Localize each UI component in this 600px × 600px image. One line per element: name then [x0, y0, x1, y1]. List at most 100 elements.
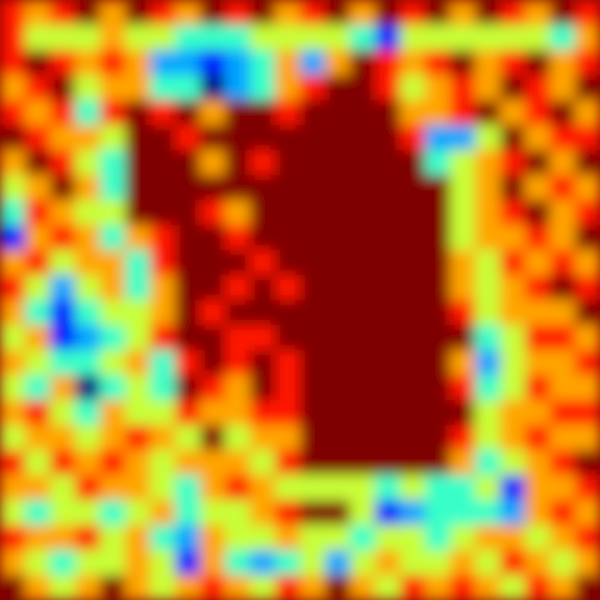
heatmap-cell — [275, 375, 301, 401]
heatmap-cell — [425, 25, 451, 51]
heatmap-cell — [550, 475, 576, 501]
heatmap-cell — [325, 75, 351, 101]
heatmap-cell — [475, 450, 501, 476]
heatmap-cell — [275, 150, 301, 176]
heatmap-cell — [75, 150, 101, 176]
heatmap-cell — [225, 250, 251, 276]
heatmap-cell — [500, 200, 526, 226]
heatmap-cell — [400, 225, 426, 251]
heatmap-cell — [75, 125, 101, 151]
heatmap-cell — [75, 350, 101, 376]
heatmap-cell — [475, 425, 501, 451]
plot-area — [0, 0, 600, 600]
heatmap-cell — [500, 500, 526, 526]
heatmap-cell — [375, 450, 401, 476]
heatmap-cell — [525, 300, 551, 326]
heatmap-cell — [475, 150, 501, 176]
heatmap-cell — [125, 500, 151, 526]
heatmap-cell — [425, 275, 451, 301]
heatmap-cell — [50, 100, 76, 126]
heatmap-cell — [450, 225, 476, 251]
heatmap-cell — [150, 250, 176, 276]
heatmap-cell — [575, 75, 600, 101]
heatmap-cell — [150, 75, 176, 101]
heatmap-cell — [250, 25, 276, 51]
heatmap-cell — [75, 275, 101, 301]
heatmap-cell — [550, 325, 576, 351]
heatmap-cell — [125, 550, 151, 576]
heatmap-cell — [200, 50, 226, 76]
heatmap-cell — [425, 225, 451, 251]
heatmap-cell — [325, 575, 351, 600]
heatmap-cell — [200, 175, 226, 201]
heatmap-cell — [450, 200, 476, 226]
heatmap-cell — [525, 400, 551, 426]
heatmap-cell — [475, 25, 501, 51]
heatmap-cell — [500, 250, 526, 276]
heatmap-cell — [300, 575, 326, 600]
heatmap-cell — [175, 475, 201, 501]
heatmap-cell — [100, 125, 126, 151]
heatmap-cell — [425, 350, 451, 376]
heatmap-cell — [550, 0, 576, 26]
heatmap-cell — [325, 350, 351, 376]
heatmap-cell — [150, 450, 176, 476]
heatmap-cell — [425, 400, 451, 426]
heatmap-cell — [300, 550, 326, 576]
heatmap-cell — [25, 550, 51, 576]
heatmap-cell — [400, 175, 426, 201]
heatmap-cell — [50, 150, 76, 176]
heatmap-cell — [500, 125, 526, 151]
heatmap-cell — [475, 375, 501, 401]
heatmap-cell — [100, 50, 126, 76]
heatmap-cell — [300, 225, 326, 251]
heatmap-cell — [500, 575, 526, 600]
heatmap-cell — [425, 250, 451, 276]
heatmap-cell — [575, 250, 600, 276]
heatmap-cell — [250, 0, 276, 26]
heatmap-cell — [300, 250, 326, 276]
heatmap-cell — [75, 0, 101, 26]
heatmap-cell — [350, 175, 376, 201]
heatmap-cell — [125, 50, 151, 76]
heatmap-cell — [125, 575, 151, 600]
heatmap-cell — [300, 150, 326, 176]
heatmap-cell — [300, 175, 326, 201]
heatmap-cell — [475, 350, 501, 376]
heatmap-cell — [475, 200, 501, 226]
heatmap-cell — [175, 250, 201, 276]
heatmap-cell — [550, 525, 576, 551]
heatmap-cell — [325, 525, 351, 551]
heatmap-cell — [250, 125, 276, 151]
heatmap-cell — [525, 0, 551, 26]
heatmap-cell — [375, 50, 401, 76]
heatmap-cell — [525, 550, 551, 576]
heatmap-cell — [75, 100, 101, 126]
heatmap-cell — [175, 75, 201, 101]
heatmap-cell — [550, 125, 576, 151]
heatmap-cell — [300, 350, 326, 376]
heatmap-cell — [200, 275, 226, 301]
heatmap-cell — [350, 325, 376, 351]
heatmap-cell — [550, 25, 576, 51]
heatmap-cell — [550, 425, 576, 451]
heatmap-cell — [575, 25, 600, 51]
heatmap-cell — [250, 250, 276, 276]
heatmap-cell — [250, 575, 276, 600]
heatmap-cell — [0, 75, 26, 101]
heatmap-cell — [425, 500, 451, 526]
heatmap-cell — [325, 125, 351, 151]
heatmap-cell — [350, 275, 376, 301]
heatmap-cell — [375, 550, 401, 576]
heatmap-cell — [100, 250, 126, 276]
heatmap-cell — [500, 550, 526, 576]
heatmap-cell — [175, 500, 201, 526]
heatmap-cell — [475, 550, 501, 576]
heatmap-cell — [575, 450, 600, 476]
heatmap-cell — [225, 25, 251, 51]
heatmap-cell — [275, 550, 301, 576]
heatmap-cells — [0, 0, 600, 600]
heatmap-cell — [100, 25, 126, 51]
heatmap-cell — [50, 575, 76, 600]
heatmap-cell — [575, 0, 600, 26]
